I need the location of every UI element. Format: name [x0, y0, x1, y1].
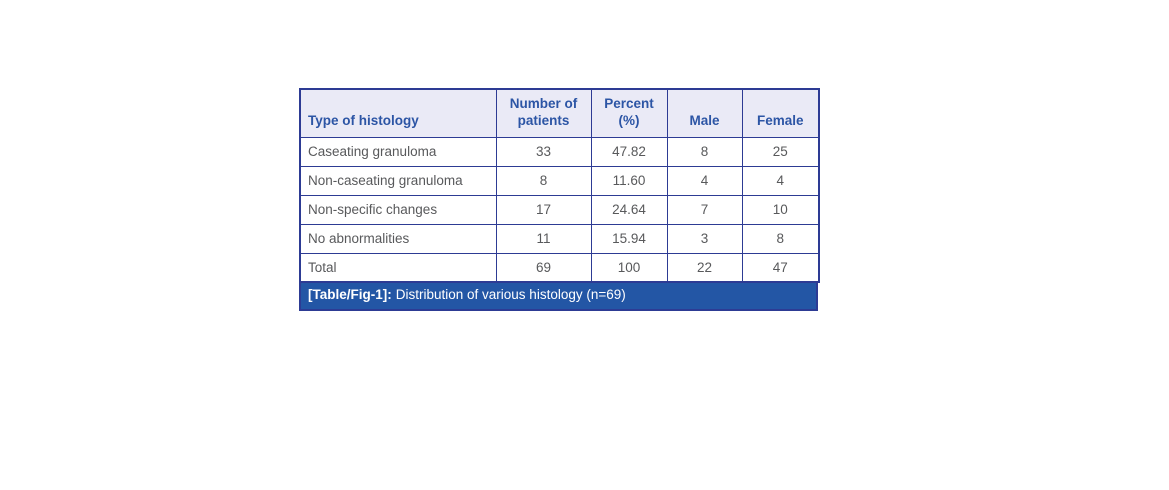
- cell-percent: 47.82: [590, 136, 668, 167]
- cell-histology-type: Non-specific changes: [299, 194, 497, 225]
- table-row-non-specific-changes: Non-specific changes 17 24.64 7 10: [299, 194, 820, 225]
- cell-male: 7: [666, 194, 743, 225]
- table-row-non-caseating-granuloma: Non-caseating granuloma 8 11.60 4 4: [299, 165, 820, 196]
- table-row-no-abnormalities: No abnormalities 11 15.94 3 8: [299, 223, 820, 254]
- caption-text: Distribution of various histology (n=69): [395, 287, 626, 302]
- cell-female: 8: [741, 223, 820, 254]
- cell-female: 10: [741, 194, 820, 225]
- cell-male: 22: [666, 252, 743, 283]
- cell-percent: 11.60: [590, 165, 668, 196]
- cell-histology-type: Total: [299, 252, 497, 283]
- cell-number-of-patients: 8: [495, 165, 592, 196]
- table-row-total: Total 69 100 22 47: [299, 252, 820, 283]
- cell-histology-type: Non-caseating granuloma: [299, 165, 497, 196]
- cell-number-of-patients: 33: [495, 136, 592, 167]
- table-header-row: Type of histology Number of patients Per…: [299, 88, 820, 138]
- cell-histology-type: No abnormalities: [299, 223, 497, 254]
- cell-percent: 15.94: [590, 223, 668, 254]
- cell-percent: 24.64: [590, 194, 668, 225]
- histology-table-figure: Type of histology Number of patients Per…: [299, 88, 820, 311]
- cell-number-of-patients: 17: [495, 194, 592, 225]
- histology-table: Type of histology Number of patients Per…: [299, 88, 820, 283]
- header-male: Male: [666, 88, 743, 138]
- cell-female: 4: [741, 165, 820, 196]
- cell-number-of-patients: 69: [495, 252, 592, 283]
- cell-male: 8: [666, 136, 743, 167]
- cell-percent: 100: [590, 252, 668, 283]
- header-female: Female: [741, 88, 820, 138]
- cell-male: 4: [666, 165, 743, 196]
- header-percent: Percent (%): [590, 88, 668, 138]
- table-row-caseating-granuloma: Caseating granuloma 33 47.82 8 25: [299, 136, 820, 167]
- cell-number-of-patients: 11: [495, 223, 592, 254]
- header-number-of-patients: Number of patients: [495, 88, 592, 138]
- cell-female: 25: [741, 136, 820, 167]
- table-caption-bar: [Table/Fig-1]: Distribution of various hi…: [299, 283, 818, 311]
- header-type-of-histology: Type of histology: [299, 88, 497, 138]
- cell-histology-type: Caseating granuloma: [299, 136, 497, 167]
- cell-female: 47: [741, 252, 820, 283]
- cell-male: 3: [666, 223, 743, 254]
- caption-label: [Table/Fig-1]:: [308, 287, 392, 302]
